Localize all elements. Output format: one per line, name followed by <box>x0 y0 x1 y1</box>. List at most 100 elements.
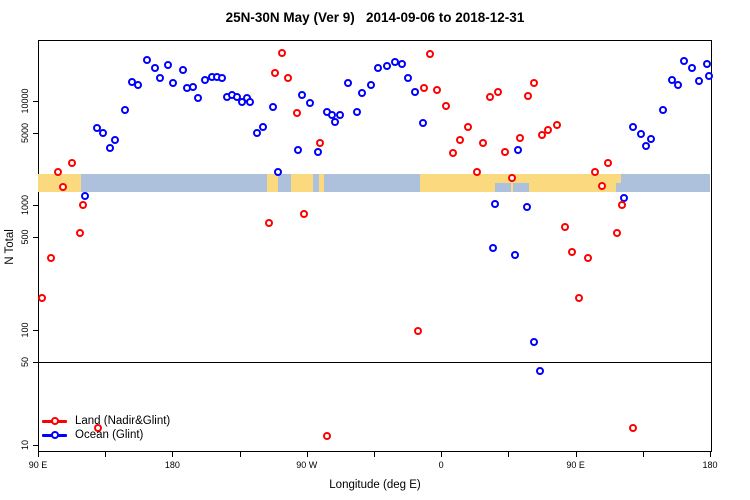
data-point-ocean <box>391 57 400 66</box>
data-point-land <box>46 253 55 262</box>
data-point-ocean <box>367 81 375 90</box>
data-point-ocean <box>298 90 307 99</box>
data-point-ocean <box>81 192 90 201</box>
data-point-ocean <box>418 118 427 127</box>
data-point-land <box>612 229 621 238</box>
x-tick-label: 90 E <box>566 460 585 470</box>
data-point-ocean <box>489 244 498 253</box>
data-point-ocean <box>179 65 187 74</box>
y-tick-label: 100 <box>20 322 30 338</box>
data-point-land <box>628 423 637 432</box>
x-tick <box>441 452 443 457</box>
data-point-land <box>618 201 627 209</box>
data-point-ocean <box>687 64 696 73</box>
data-point-ocean <box>694 77 703 86</box>
data-point-land <box>78 201 87 209</box>
data-point-land <box>473 168 482 177</box>
x-tick <box>306 452 308 457</box>
x-tick <box>575 452 577 457</box>
data-point-ocean <box>273 168 282 177</box>
data-point-ocean <box>619 193 628 202</box>
x-tick-label: 180 <box>702 460 718 470</box>
y-tick-label: 500 <box>20 229 30 245</box>
data-point-ocean <box>193 93 202 102</box>
x-axis-label: Longitude (deg E) <box>329 479 421 491</box>
data-point-land <box>315 138 324 147</box>
data-point-land <box>529 78 538 87</box>
data-point-ocean <box>674 80 683 89</box>
data-point-land <box>598 181 607 190</box>
data-point-land <box>441 102 450 111</box>
chart-title: 25N-30N May (Ver 9) 2014-09-06 to 2018-1… <box>225 10 525 25</box>
legend-label: Ocean (Glint) <box>75 429 144 441</box>
data-point-land <box>448 148 457 157</box>
data-point-land <box>299 210 308 219</box>
data-point-land <box>54 168 62 177</box>
data-point-ocean <box>382 62 391 71</box>
strip-land-segment <box>290 173 313 192</box>
y-tick-label: 5000 <box>20 122 30 144</box>
data-point-ocean <box>411 87 420 96</box>
data-point-ocean <box>105 143 114 152</box>
data-point-land <box>94 423 103 432</box>
y-tick <box>33 330 38 331</box>
data-point-ocean <box>358 88 367 97</box>
data-point-land <box>583 253 592 262</box>
data-point-land <box>283 73 292 82</box>
data-point-ocean <box>237 97 246 106</box>
y-axis-label: N Total <box>4 229 16 265</box>
data-point-ocean <box>398 59 407 68</box>
data-point-ocean <box>134 80 143 89</box>
data-point-ocean <box>331 117 340 126</box>
data-point-ocean <box>641 141 650 150</box>
y-tick <box>33 101 38 102</box>
x-tick-label: 180 <box>164 460 180 470</box>
data-point-ocean <box>200 75 209 84</box>
data-point-ocean <box>628 123 637 132</box>
data-point-land <box>515 134 524 142</box>
data-point-ocean <box>374 64 383 73</box>
data-point-land <box>552 121 561 130</box>
data-point-land <box>493 87 502 96</box>
strip-land-segment <box>318 173 324 192</box>
data-point-land <box>486 93 495 102</box>
x-tick-label: 0 <box>438 460 444 470</box>
data-point-ocean <box>121 105 130 114</box>
reference-line-50 <box>38 362 712 363</box>
data-point-land <box>292 109 301 117</box>
data-point-ocean <box>352 107 361 116</box>
data-point-ocean <box>510 251 519 260</box>
strip-ocean-segment <box>513 182 529 192</box>
data-point-ocean <box>252 129 261 137</box>
data-point-ocean <box>293 145 302 154</box>
data-point-ocean <box>189 83 197 92</box>
data-point-ocean <box>703 59 711 68</box>
y-tick <box>33 133 38 134</box>
data-point-land <box>500 147 509 156</box>
data-point-ocean <box>259 123 268 132</box>
data-point-ocean <box>335 111 344 120</box>
data-point-ocean <box>98 129 107 137</box>
y-tick <box>33 362 38 363</box>
data-point-ocean <box>111 135 120 144</box>
data-point-ocean <box>344 78 353 87</box>
data-point-land <box>575 293 584 302</box>
data-point-ocean <box>305 98 314 107</box>
data-point-ocean <box>490 200 499 209</box>
x-tick <box>105 452 107 457</box>
data-point-land <box>560 222 569 231</box>
data-point-ocean <box>269 103 278 111</box>
x-tick <box>710 452 711 457</box>
data-point-ocean <box>513 145 522 154</box>
data-point-ocean <box>680 56 689 65</box>
data-point-land <box>591 168 599 177</box>
data-point-ocean <box>704 71 713 80</box>
data-point-land <box>433 85 442 94</box>
data-point-ocean <box>637 129 645 138</box>
y-tick <box>33 205 38 206</box>
data-point-land <box>523 92 532 101</box>
data-point-ocean <box>404 73 413 82</box>
data-point-ocean <box>314 147 322 156</box>
data-point-ocean <box>92 124 101 133</box>
